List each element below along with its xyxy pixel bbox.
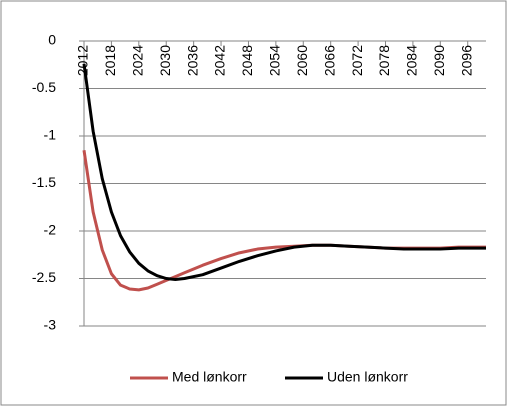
- x-tick-label: 2054: [267, 45, 283, 76]
- y-tick-label: -1.5: [32, 174, 56, 190]
- x-tick-label: 2072: [349, 45, 365, 76]
- x-tick-label: 2018: [102, 45, 118, 76]
- x-tick-label: 2024: [130, 45, 146, 76]
- line-series: [82, 63, 486, 281]
- legend-label: Med lønkorr: [172, 369, 247, 385]
- x-tick-label: 2030: [157, 45, 173, 76]
- x-tick-label: 2012: [75, 45, 91, 76]
- x-tick-label: 2060: [294, 45, 310, 76]
- y-tick-label: -2.5: [32, 269, 56, 285]
- y-tick-label: 0: [48, 32, 56, 48]
- x-tick-label: 2084: [404, 45, 420, 76]
- x-tick-label: 2090: [431, 45, 447, 76]
- x-tick-label: 2078: [376, 45, 392, 76]
- x-tick-label: 2048: [239, 45, 255, 76]
- y-tick-label: -0.5: [32, 79, 56, 95]
- legend-label: Uden lønkorr: [327, 369, 408, 385]
- x-tick-label: 2096: [458, 45, 474, 76]
- y-tick-label: -1: [44, 127, 57, 143]
- y-tick-label: -3: [44, 317, 57, 333]
- x-tick-label: 2066: [321, 45, 337, 76]
- x-tick-label: 2036: [184, 45, 200, 76]
- y-tick-label: -2: [44, 222, 57, 238]
- x-tick-label: 2042: [212, 45, 228, 76]
